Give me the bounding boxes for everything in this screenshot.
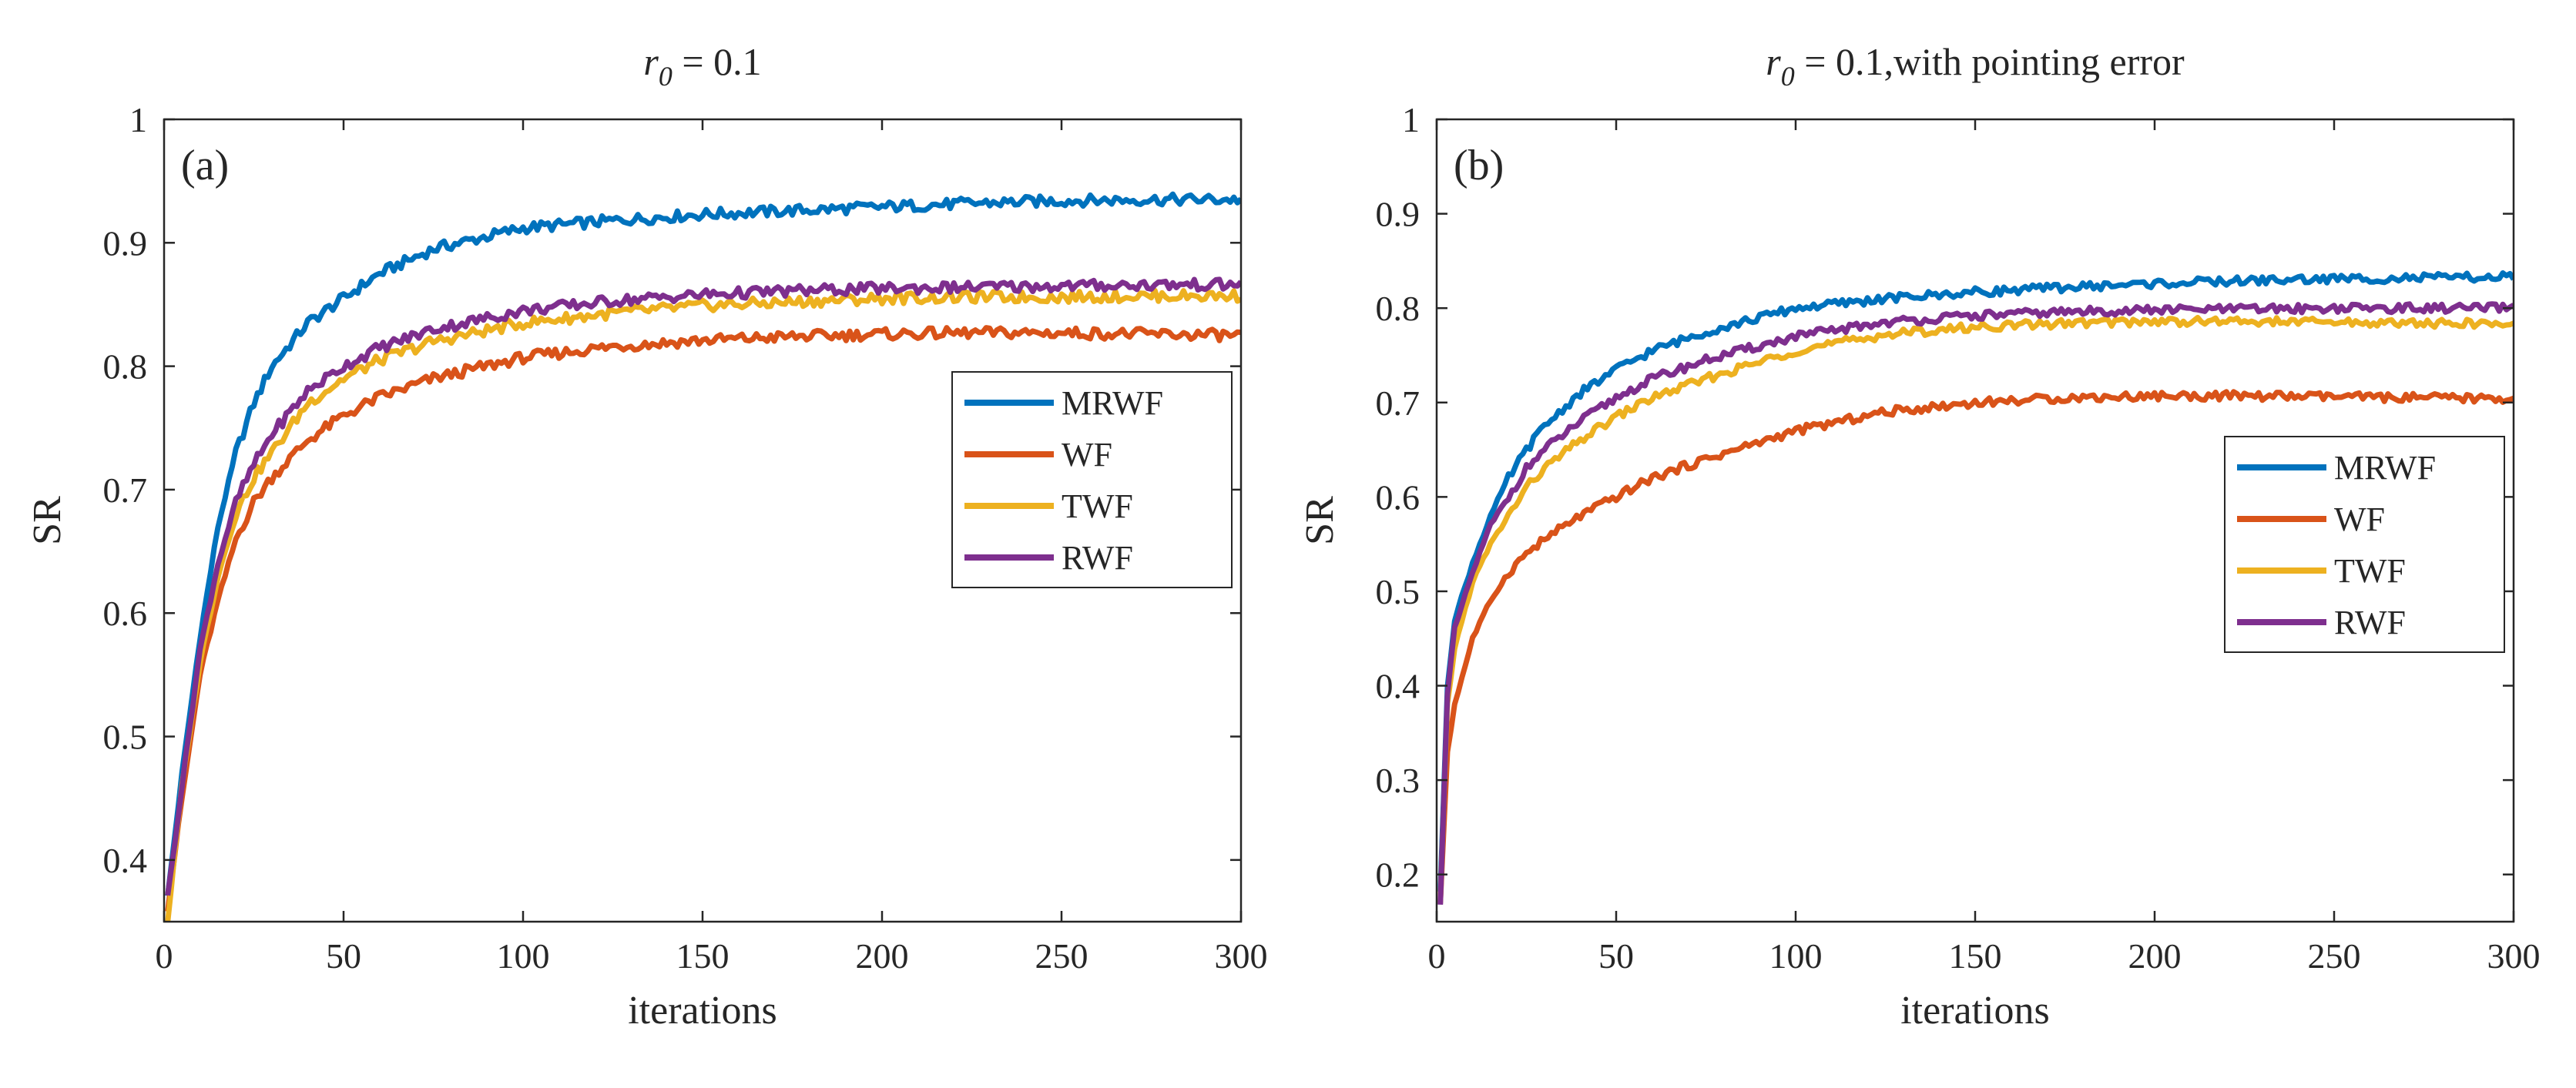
y-tick-label: 1 <box>1402 100 1420 139</box>
series-line-mrwf <box>1437 270 2514 892</box>
panel-a: 0 50 100 150 200 250 300 0.4 0.5 0.6 0.7 0.8 0.9 1 ite… <box>25 40 1268 1033</box>
x-tick-label: 300 <box>2487 936 2541 976</box>
y-tick-label: 0.3 <box>1376 761 1420 800</box>
x-tick-label: 300 <box>1215 936 1268 976</box>
series-line-mrwf <box>165 191 1241 896</box>
series-line-twf <box>1437 314 2514 902</box>
title-variable: r <box>1766 40 1781 83</box>
y-axis-label: SR <box>25 496 69 545</box>
legend-box <box>951 371 1233 588</box>
y-tick-label: 0.7 <box>1376 383 1420 423</box>
x-tick-label: 50 <box>1598 936 1634 976</box>
y-axis-label: SR <box>1298 496 1342 545</box>
title-subscript: 0 <box>1781 61 1795 92</box>
legend-label-wf: WF <box>1062 436 1112 474</box>
x-tick-label: 200 <box>856 936 909 976</box>
y-tick-label: 0.5 <box>1376 572 1420 611</box>
x-tick-label: 250 <box>1035 936 1088 976</box>
chart-title: r0 = 0.1 <box>643 40 761 92</box>
series-line-rwf <box>1437 301 2514 906</box>
x-tick-label: 0 <box>156 936 173 976</box>
x-axis-label: iterations <box>628 989 777 1033</box>
legend-box <box>2224 436 2505 653</box>
y-tick-label: 0.8 <box>103 347 148 387</box>
legend-label-wf: WF <box>2334 500 2385 538</box>
panel-label: (b) <box>1454 142 1504 189</box>
x-tick-label: 100 <box>1769 936 1823 976</box>
y-tick-label: 0.4 <box>1376 667 1420 706</box>
y-tick-label: 0.4 <box>103 841 148 880</box>
title-variable: r <box>643 40 659 83</box>
legend-label-rwf: RWF <box>1062 539 1133 577</box>
title-rest: = 0.1 <box>673 40 762 83</box>
y-tick-label: 0.2 <box>1376 855 1420 895</box>
series-line-twf <box>165 287 1241 922</box>
legend-label-twf: TWF <box>1062 487 1133 525</box>
x-tick-label: 250 <box>2308 936 2361 976</box>
title-subscript: 0 <box>659 61 673 92</box>
legend: MRWF WF TWF RWF <box>951 371 1233 588</box>
y-tick-label: 0.9 <box>1376 195 1420 234</box>
series-line-rwf <box>165 276 1241 896</box>
title-rest: = 0.1,with pointing error <box>1795 40 2185 83</box>
chart-title: r0 = 0.1,with pointing error <box>1766 40 2185 92</box>
panel-label: (a) <box>181 142 229 189</box>
y-tick-label: 1 <box>129 100 147 139</box>
y-tick-label: 0.9 <box>103 223 148 263</box>
legend-label-mrwf: MRWF <box>1062 384 1163 422</box>
x-tick-label: 100 <box>497 936 550 976</box>
legend-label-rwf: RWF <box>2334 604 2406 641</box>
y-tick-label: 0.8 <box>1376 289 1420 328</box>
series-line-wf <box>1437 389 2514 904</box>
x-tick-label: 200 <box>2128 936 2182 976</box>
x-tick-label: 0 <box>1428 936 1446 976</box>
x-tick-label: 50 <box>326 936 361 976</box>
series-lines <box>165 191 1241 922</box>
series-lines <box>1437 270 2514 906</box>
legend-label-twf: TWF <box>2334 552 2406 590</box>
y-tick-label: 0.6 <box>103 594 148 633</box>
panel-b: 0 50 100 150 200 250 300 0.2 0.3 0.4 0.5 0.6 0.7 0.8 0… <box>1298 40 2541 1033</box>
series-line-wf <box>165 325 1241 912</box>
y-tick-label: 0.7 <box>103 470 148 510</box>
y-tick-label: 0.6 <box>1376 477 1420 517</box>
legend: MRWF WF TWF RWF <box>2224 436 2505 653</box>
x-tick-label: 150 <box>1949 936 2002 976</box>
y-tick-label: 0.5 <box>103 718 148 757</box>
x-tick-label: 150 <box>676 936 730 976</box>
x-axis-label: iterations <box>1900 989 2050 1033</box>
legend-label-mrwf: MRWF <box>2334 449 2436 487</box>
